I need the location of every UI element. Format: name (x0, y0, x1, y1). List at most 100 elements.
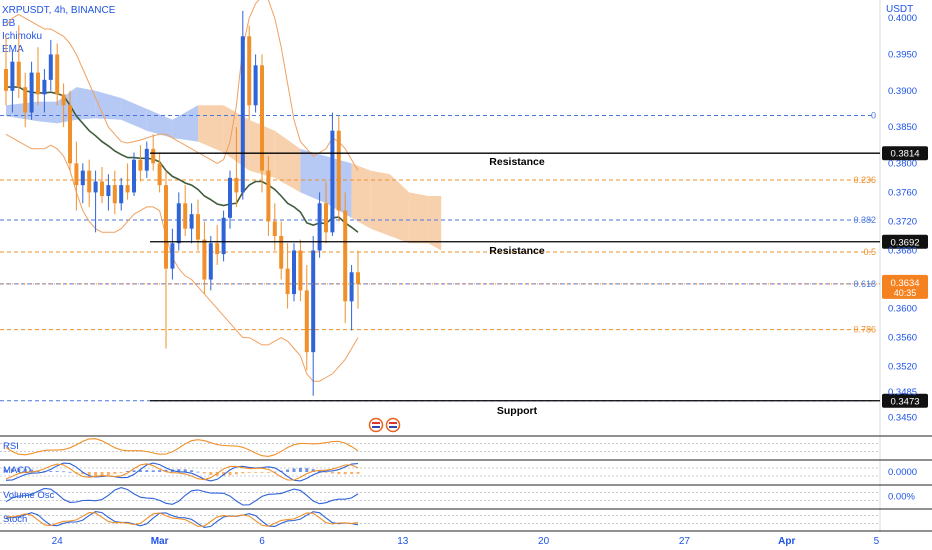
macd-histogram-bar (164, 469, 168, 472)
time-axis-label: Apr (778, 536, 795, 547)
macd-histogram-bar (10, 468, 14, 472)
price-axis-tick: 0.3850 (888, 122, 917, 133)
candle (138, 145, 143, 182)
macd-histogram-bar (286, 469, 290, 472)
ichimoku-cloud-segment (409, 192, 429, 244)
event-flag-stripe (372, 426, 380, 428)
ichimoku-cloud-segment (300, 148, 326, 204)
candle-body (196, 214, 200, 240)
price-axis-tick: 0.3900 (888, 86, 917, 97)
event-flag-ring (385, 417, 401, 433)
ichimoku-cloud-segment (38, 101, 58, 124)
sub-pane-series (5, 463, 359, 481)
candle (202, 221, 207, 295)
indicator-ema-label[interactable]: EMA (2, 44, 24, 55)
level-label-support: Support (497, 405, 538, 417)
price-axis-currency: USDT (886, 4, 913, 15)
time-axis-label: Mar (151, 536, 169, 547)
macd-histogram-bar (196, 471, 200, 473)
macd-histogram-bar (100, 472, 104, 477)
macd-histogram-bar (4, 469, 8, 472)
candle-countdown: 40:35 (894, 288, 917, 298)
candle (266, 156, 271, 236)
candle (112, 170, 117, 215)
candle (292, 243, 296, 302)
candle (157, 152, 162, 193)
sub-pane-value: 0.00% (888, 492, 915, 503)
candle-body (247, 36, 252, 106)
sub-pane-label-macd[interactable]: MACD (3, 465, 31, 476)
bb-upper-line (5, 0, 359, 171)
macd-histogram-bar (30, 469, 34, 472)
macd-histogram-bar (113, 472, 117, 474)
candle (164, 170, 168, 349)
macd-histogram-bar (106, 472, 110, 476)
candle (228, 170, 232, 229)
event-flag-icon[interactable] (368, 417, 384, 433)
time-axis-label: 6 (259, 536, 265, 547)
candle-body (80, 170, 85, 186)
candle (93, 170, 98, 233)
sub-pane-series (5, 511, 359, 528)
candle-body (29, 72, 34, 113)
price-axis-tick: 0.3450 (888, 412, 917, 423)
candle-body (266, 170, 271, 222)
candle (100, 166, 104, 204)
macd-histogram-bar (273, 471, 277, 473)
ichimoku-cloud-segment (428, 196, 442, 251)
candle-body (234, 177, 239, 193)
macd-histogram-bar (260, 472, 264, 473)
candle-body (215, 243, 220, 255)
price-axis-tick: 0.4000 (888, 13, 917, 24)
candle-body (202, 239, 207, 280)
candle-body (189, 214, 194, 229)
candle (106, 174, 111, 211)
indicator-bb-label[interactable]: BB (2, 18, 16, 29)
sub-pane-label-rsi[interactable]: RSI (3, 441, 19, 452)
event-flag-icon[interactable] (385, 417, 401, 433)
macd-histogram-bar (234, 472, 238, 475)
sub-pane-value: 0.0000 (888, 467, 917, 478)
macd-histogram-bar (202, 472, 206, 474)
candle-body (176, 203, 181, 244)
symbol-title[interactable]: XRPUSDT, 4h, BINANCE (2, 5, 116, 16)
candle (234, 127, 239, 207)
macd-histogram-bar (241, 472, 245, 474)
candle-body (349, 272, 354, 302)
candle-body (228, 177, 232, 218)
macd-histogram-bar (183, 469, 187, 472)
macd-histogram-bar (151, 470, 155, 472)
indicator-ichimoku-label[interactable]: Ichimoku (2, 31, 43, 42)
level-price-tag (882, 393, 928, 408)
candle-body (68, 105, 72, 164)
candle-body (23, 87, 28, 113)
sub-pane-label-stoch[interactable]: Stoch (3, 514, 27, 525)
candle (144, 141, 149, 178)
fib-level-label: 0.382 (853, 215, 876, 225)
time-axis-label: 24 (52, 536, 64, 547)
candle (240, 10, 245, 200)
candle-body (16, 61, 21, 88)
macd-histogram-bar (305, 468, 309, 472)
candle (317, 192, 322, 258)
candle-body (42, 79, 47, 95)
candle (336, 116, 341, 222)
ichimoku-cloud-segment (57, 87, 77, 124)
candle-body (125, 185, 130, 193)
candle-body (285, 268, 290, 295)
current-price-tag (882, 274, 928, 299)
candle (29, 61, 34, 120)
candle-body (279, 235, 284, 269)
time-axis-label: 27 (679, 536, 691, 547)
fib-level-label: 0.236 (853, 175, 876, 185)
candle (87, 159, 92, 207)
candle (42, 68, 47, 113)
candle-body (151, 148, 156, 164)
time-axis-label: 13 (397, 536, 409, 547)
candle-body (87, 170, 92, 193)
candle-body (164, 185, 168, 269)
candle (285, 243, 290, 309)
candle-body (330, 130, 335, 233)
candle-body (74, 163, 79, 186)
